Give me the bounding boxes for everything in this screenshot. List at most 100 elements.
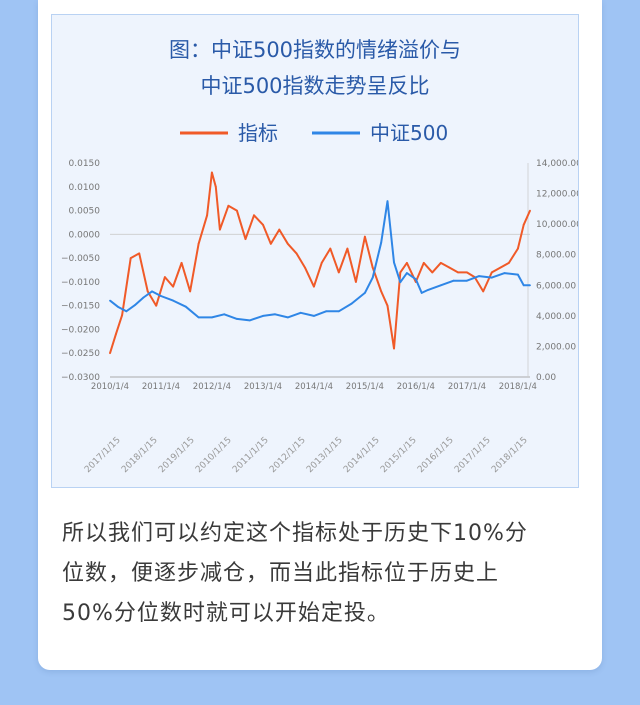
y-left-tick-label: 0.0150	[69, 159, 101, 169]
x-tick-label-rotated: 2018/1/15	[120, 435, 160, 475]
series-1-point	[508, 262, 510, 264]
series-1-point	[146, 290, 149, 293]
y-left-tick-label: −0.0050	[61, 254, 100, 264]
series-1-point	[337, 271, 340, 274]
chart-title-line-1: 图：中证500指数的情绪溢价与	[169, 38, 461, 62]
series-1-point	[371, 266, 374, 269]
y-right-tick-label: 14,000.00	[536, 159, 578, 169]
x-tick-label-rotated: 2016/1/15	[416, 435, 456, 475]
series-2-point	[529, 284, 531, 287]
series-1-point	[466, 271, 468, 274]
y-left-tick-label: −0.0150	[61, 302, 100, 312]
chart-container: 图：中证500指数的情绪溢价与 中证500指数走势呈反比 指标 中证500 0.0150…	[51, 14, 579, 488]
x-tick-label-rotated: 2012/1/15	[268, 435, 308, 475]
x-tick-label: 2017/1/4	[448, 382, 486, 392]
x-tick-label: 2012/1/4	[193, 382, 231, 392]
series-2-point	[236, 318, 238, 320]
series-1-point	[313, 285, 315, 288]
series-1-point	[211, 171, 213, 174]
series-1-point	[304, 266, 306, 269]
series-1-point	[329, 247, 332, 250]
caption-line-3: 50%分位数时就可以开始定投。	[62, 601, 390, 626]
series-2-point	[490, 276, 493, 279]
series-2-point	[325, 310, 327, 313]
caption-text: 所以我们可以约定这个指标处于历史下10%分 位数，便逐步减仓，而当此指标位于历史…	[62, 514, 582, 634]
series-1-point	[206, 214, 209, 217]
series-2-point	[393, 261, 395, 264]
x-tick-label: 2011/1/4	[142, 382, 180, 392]
series-1-point	[364, 235, 366, 238]
series-2-point	[371, 276, 374, 279]
series-1-point	[197, 242, 200, 245]
series-1-point	[236, 209, 238, 212]
series-2-point	[337, 310, 340, 313]
series-1-point	[262, 223, 264, 226]
series-1-point	[457, 271, 459, 274]
series-2-point	[364, 292, 366, 294]
series-1-point	[482, 290, 485, 293]
series-1-point	[295, 252, 298, 255]
series-2-point	[160, 295, 162, 297]
series-2-point	[350, 302, 353, 305]
series-1-point	[164, 276, 166, 278]
y-left-tick-label: 0.0000	[69, 230, 101, 240]
y-right-tick-label: 0.00	[536, 373, 556, 383]
series-1-point	[180, 262, 183, 264]
y-left-tick-label: 0.0050	[69, 207, 101, 217]
y-left-tick-label: −0.0300	[61, 373, 100, 383]
series-1-point	[448, 266, 451, 269]
series-2-point	[420, 292, 423, 294]
series-1-point	[227, 204, 230, 207]
y-left-tick-label: −0.0200	[61, 325, 100, 335]
x-tick-label-rotated: 2019/1/15	[157, 435, 197, 475]
y-right-tick-label: 4,000.00	[536, 312, 576, 322]
series-2-point	[223, 313, 226, 316]
x-tick-label-rotated: 2018/1/15	[490, 435, 530, 475]
series-1-point	[522, 223, 525, 226]
series-2-point	[380, 241, 383, 244]
series-1-point	[490, 271, 493, 274]
series-2-point	[414, 278, 417, 281]
x-tick-label: 2016/1/4	[397, 382, 435, 392]
series-2-point	[151, 290, 153, 293]
series-1-point	[346, 247, 349, 250]
series-1-point	[189, 290, 192, 293]
x-tick-label-rotated: 2010/1/15	[194, 435, 234, 475]
series-1-point	[109, 352, 111, 355]
x-tick-label-rotated: 2011/1/15	[231, 435, 271, 475]
series-1-point	[121, 314, 123, 317]
series-2-point	[439, 284, 442, 287]
series-1-point	[278, 228, 281, 231]
series-1-point	[138, 252, 141, 255]
series-1-point	[517, 247, 519, 250]
series-2-point	[133, 304, 136, 307]
x-tick-label-rotated: 2014/1/15	[342, 435, 382, 475]
series-1-point	[406, 262, 408, 264]
series-2-point	[142, 296, 145, 299]
series-2-point	[184, 305, 187, 308]
series-2-point	[522, 284, 525, 287]
series-2-point	[197, 316, 200, 319]
x-tick-label-rotated: 2013/1/15	[305, 435, 345, 475]
caption-line-2: 位数，便逐步减仓，而当此指标位于历史上	[62, 561, 500, 586]
caption-line-1: 所以我们可以约定这个指标处于历史下10%分	[62, 521, 528, 546]
series-1-point	[286, 242, 289, 245]
chart-title-line-2: 中证500指数走势呈反比	[200, 74, 429, 98]
series-2-point	[274, 313, 276, 316]
series-2-point	[211, 316, 213, 319]
x-tick-label: 2010/1/4	[91, 382, 129, 392]
series-1-point	[269, 242, 272, 245]
series-2-point	[386, 200, 389, 203]
series-1-point	[431, 271, 434, 274]
series-2-point	[503, 272, 506, 274]
x-tick-label: 2015/1/4	[346, 382, 384, 392]
x-tick-label-rotated: 2015/1/15	[379, 435, 419, 475]
series-1-point	[386, 304, 389, 307]
x-tick-label: 2018/1/4	[499, 382, 537, 392]
series-1-point	[355, 281, 357, 283]
series-2-point	[399, 281, 402, 284]
legend-label-1: 指标	[238, 121, 278, 145]
series-2-point	[116, 305, 119, 308]
y-right-tick-label: 10,000.00	[536, 220, 578, 230]
